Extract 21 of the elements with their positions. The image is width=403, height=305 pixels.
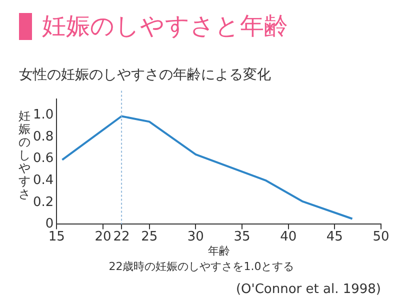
text: 22歳時の妊娠のしやすさを1.0とする — [108, 259, 296, 274]
x-tick-label: 45 — [326, 229, 343, 244]
y-axis-title: 妊娠のしやすさ — [18, 109, 31, 201]
chart-title: 妊娠のしやすさと年齢 — [42, 11, 288, 42]
x-tick-label: 15 — [48, 229, 65, 244]
y-tick-label: 0.4 — [32, 172, 54, 188]
y-tick-label: 1.0 — [32, 108, 54, 123]
x-tick-label: 50 — [372, 229, 390, 244]
y-tick-label: 0.2 — [32, 194, 54, 210]
y-tick-label: 0.6 — [32, 151, 54, 166]
x-tick-label: 25 — [141, 229, 158, 244]
y-tick-label: 0.8 — [32, 129, 54, 144]
x-tick-label: 22 — [113, 229, 130, 244]
x-tick-label: 30 — [187, 229, 204, 244]
x-tick-label: 40 — [280, 229, 297, 244]
text: (O'Connor et al. 1998) — [236, 282, 381, 297]
x-tick-label: 35 — [234, 229, 250, 244]
chart-subtitle: 女性の妊娠のしやすさの年齢による変化 — [19, 66, 271, 84]
y-tick-label: 0 — [45, 216, 54, 232]
x-tick-label: 20 — [94, 229, 112, 244]
x-axis-title: 年齢 — [208, 244, 230, 258]
